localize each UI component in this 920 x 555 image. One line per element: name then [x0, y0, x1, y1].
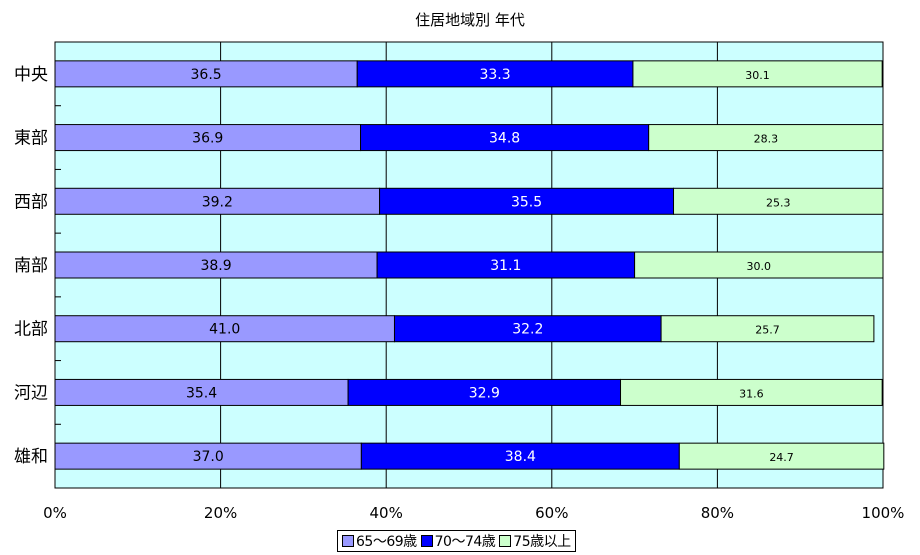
category-label: 南部 [14, 256, 48, 276]
x-tick-label: 60% [535, 504, 568, 522]
x-tick-label: 20% [204, 504, 237, 522]
legend-swatch [342, 535, 354, 547]
bar-segment [393, 315, 662, 343]
category-label: 河辺 [14, 383, 48, 403]
category-label: 西部 [14, 192, 48, 212]
bar-segment [54, 315, 395, 343]
data-label: 31.1 [490, 258, 521, 274]
bar-segment [634, 251, 884, 279]
legend: 65〜69歳 70〜74歳 75歳以上 [337, 530, 576, 552]
bar-segment [648, 124, 884, 152]
x-tick-label: 100% [862, 504, 905, 522]
category-label: 中央 [14, 65, 48, 85]
data-label: 38.9 [200, 258, 231, 274]
bar-segment [54, 378, 349, 406]
data-label: 24.7 [769, 451, 794, 464]
bar-segment [660, 315, 875, 343]
data-label: 35.4 [186, 385, 217, 401]
data-label: 38.4 [505, 449, 536, 465]
category-label: 東部 [14, 129, 48, 149]
bar-segment [54, 251, 378, 279]
x-tick-label: 80% [701, 504, 734, 522]
legend-item: 75歳以上 [499, 531, 571, 551]
legend-label: 70〜74歳 [434, 534, 496, 550]
data-label: 30.0 [747, 260, 772, 273]
x-tick-label: 40% [370, 504, 403, 522]
bar-segment [632, 60, 883, 88]
data-label: 32.2 [512, 322, 543, 338]
data-label: 33.3 [479, 67, 510, 83]
data-label: 39.2 [202, 194, 233, 210]
bar-segment [54, 124, 362, 152]
bar-segment [360, 442, 680, 470]
legend-item: 70〜74歳 [420, 531, 496, 551]
bar-segment [678, 442, 885, 470]
data-label: 34.8 [489, 131, 520, 147]
legend-label: 75歳以上 [513, 534, 571, 550]
bar-segment [54, 442, 362, 470]
bar-segment [379, 187, 675, 215]
bar-segment [54, 60, 358, 88]
bars: 36.5 33.3 30.1 36.9 34.8 28.3 39.2 35.5 25.3 38.9… [54, 60, 885, 470]
data-label: 36.9 [192, 131, 223, 147]
data-label: 32.9 [469, 385, 500, 401]
bar-segment [360, 124, 650, 152]
data-label: 37.0 [193, 449, 224, 465]
data-label: 36.5 [191, 67, 222, 83]
legend-swatch [420, 535, 433, 547]
bar-segment [356, 60, 634, 88]
legend-swatch [499, 535, 512, 547]
bar-segment [54, 187, 381, 215]
data-label: 30.1 [745, 69, 770, 82]
x-tick-label: 0% [43, 504, 67, 522]
data-label: 31.6 [739, 387, 764, 400]
data-label: 41.0 [209, 322, 240, 338]
value-axis-labels: 0% 20% 40% 60% 80% 100% [43, 504, 904, 522]
legend-label: 65〜69歳 [356, 534, 417, 550]
data-label: 28.3 [754, 133, 779, 146]
chart-title: 住居地域別 年代 [415, 11, 525, 29]
data-label: 25.3 [766, 196, 791, 209]
bar-segment [620, 378, 883, 406]
bar-segment [673, 187, 884, 215]
category-label: 雄和 [14, 447, 48, 467]
bar-segment [376, 251, 636, 279]
data-label: 25.7 [755, 324, 780, 337]
category-label: 北部 [14, 320, 48, 340]
legend-item: 65〜69歳 [342, 531, 417, 551]
bar-segment [347, 378, 622, 406]
data-label: 35.5 [511, 194, 542, 210]
